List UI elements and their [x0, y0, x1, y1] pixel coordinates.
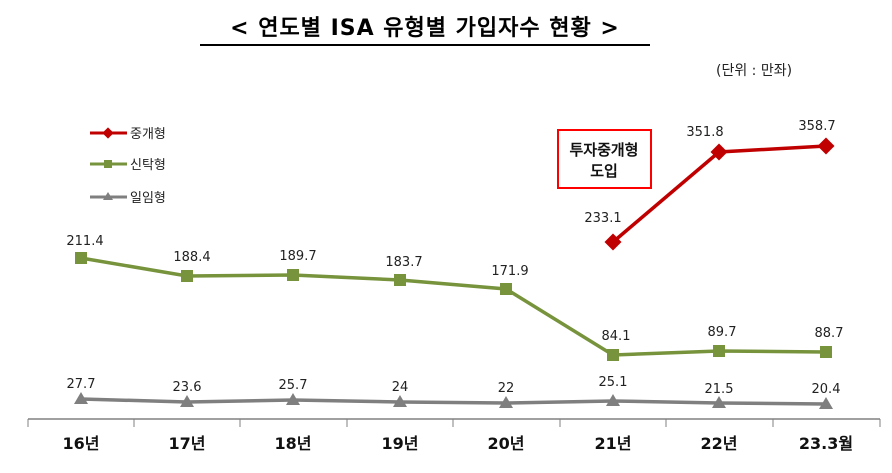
svg-text:17년: 17년 [169, 434, 206, 453]
legend-discretionary: 일임형 [130, 191, 166, 206]
x-axis: 16년 17년 18년 19년 20년 21년 22년 23.3월 [27, 418, 881, 453]
svg-text:211.4: 211.4 [66, 234, 103, 249]
svg-text:171.9: 171.9 [491, 264, 528, 279]
svg-text:투자중개형: 투자중개형 [569, 141, 638, 159]
triangle-marker-icon [103, 192, 113, 200]
svg-text:18년: 18년 [275, 434, 312, 453]
svg-text:20년: 20년 [488, 434, 525, 453]
series-trust: 211.4 188.4 189.7 183.7 171.9 84.1 89.7 … [66, 234, 843, 361]
legend: 중개형 신탁형 일임형 [90, 127, 166, 206]
series-discretionary: 27.7 23.6 25.7 24 22 25.1 21.5 20.4 [67, 375, 841, 409]
svg-text:16년: 16년 [63, 434, 100, 453]
svg-text:20.4: 20.4 [812, 382, 841, 397]
svg-text:88.7: 88.7 [815, 326, 844, 341]
annotation-box: 투자중개형 도입 [557, 129, 652, 189]
svg-text:233.1: 233.1 [584, 211, 621, 226]
svg-text:89.7: 89.7 [708, 325, 737, 340]
legend-trust: 신탁형 [130, 158, 166, 173]
svg-text:22년: 22년 [701, 434, 738, 453]
svg-text:27.7: 27.7 [67, 377, 96, 392]
square-marker-icon [104, 160, 112, 168]
svg-text:188.4: 188.4 [173, 250, 210, 265]
svg-text:189.7: 189.7 [279, 249, 316, 264]
svg-text:183.7: 183.7 [385, 255, 422, 270]
svg-text:25.7: 25.7 [279, 378, 308, 393]
legend-brokerage: 중개형 [130, 127, 166, 142]
svg-text:22: 22 [498, 381, 515, 396]
svg-text:도입: 도입 [590, 162, 618, 180]
svg-text:23.3월: 23.3월 [799, 434, 853, 453]
svg-text:84.1: 84.1 [602, 329, 631, 344]
series-brokerage: 233.1 351.8 358.7 [584, 119, 836, 251]
unit-label: (단위 : 만좌) [716, 63, 793, 79]
svg-text:25.1: 25.1 [599, 375, 628, 390]
chart-title: < 연도별 ISA 유형별 가입자수 현황 > [200, 10, 650, 46]
svg-text:351.8: 351.8 [686, 125, 723, 140]
svg-text:358.7: 358.7 [798, 119, 835, 134]
svg-text:19년: 19년 [382, 434, 419, 453]
svg-text:21.5: 21.5 [705, 382, 734, 397]
svg-text:21년: 21년 [595, 434, 632, 453]
svg-text:23.6: 23.6 [173, 380, 202, 395]
svg-text:24: 24 [392, 380, 409, 395]
diamond-marker-icon [102, 127, 114, 139]
